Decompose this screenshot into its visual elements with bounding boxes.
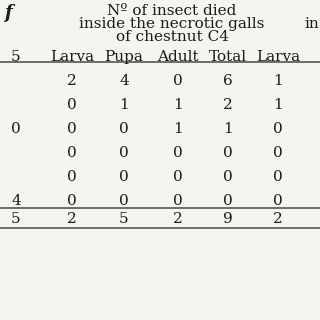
Text: 0: 0 <box>119 122 129 136</box>
Text: 0: 0 <box>223 146 233 160</box>
Text: 1: 1 <box>173 98 183 112</box>
Text: 0: 0 <box>11 122 21 136</box>
Text: 0: 0 <box>119 146 129 160</box>
Text: 0: 0 <box>67 194 77 208</box>
Text: Nº of insect died: Nº of insect died <box>107 4 237 18</box>
Text: 0: 0 <box>273 194 283 208</box>
Text: 0: 0 <box>223 170 233 184</box>
Text: Adult: Adult <box>157 50 199 64</box>
Text: 2: 2 <box>223 98 233 112</box>
Text: 9: 9 <box>223 212 233 226</box>
Text: 0: 0 <box>223 194 233 208</box>
Text: 1: 1 <box>119 98 129 112</box>
Text: 4: 4 <box>119 74 129 88</box>
Text: 1: 1 <box>273 74 283 88</box>
Text: 4: 4 <box>11 194 21 208</box>
Text: 0: 0 <box>67 146 77 160</box>
Text: 0: 0 <box>119 170 129 184</box>
Text: Larva: Larva <box>256 50 300 64</box>
Text: 1: 1 <box>273 98 283 112</box>
Text: in: in <box>304 17 319 31</box>
Text: 0: 0 <box>67 98 77 112</box>
Text: Larva: Larva <box>50 50 94 64</box>
Text: 2: 2 <box>273 212 283 226</box>
Text: 1: 1 <box>223 122 233 136</box>
Text: 0: 0 <box>273 170 283 184</box>
Text: of chestnut C4: of chestnut C4 <box>116 30 228 44</box>
Text: 2: 2 <box>67 212 77 226</box>
Text: 0: 0 <box>273 146 283 160</box>
Text: 0: 0 <box>173 170 183 184</box>
Text: inside the necrotic galls: inside the necrotic galls <box>79 17 265 31</box>
Text: 0: 0 <box>67 122 77 136</box>
Text: Pupa: Pupa <box>105 50 143 64</box>
Text: 2: 2 <box>67 74 77 88</box>
Text: 5: 5 <box>119 212 129 226</box>
Text: 0: 0 <box>173 146 183 160</box>
Text: 0: 0 <box>67 170 77 184</box>
Text: 5: 5 <box>11 50 21 64</box>
Text: 0: 0 <box>173 194 183 208</box>
Text: 2: 2 <box>173 212 183 226</box>
Text: 6: 6 <box>223 74 233 88</box>
Text: 0: 0 <box>119 194 129 208</box>
Text: 1: 1 <box>173 122 183 136</box>
Text: Total: Total <box>209 50 247 64</box>
Text: 0: 0 <box>173 74 183 88</box>
Text: f: f <box>4 4 12 22</box>
Text: 5: 5 <box>11 212 21 226</box>
Text: 0: 0 <box>273 122 283 136</box>
